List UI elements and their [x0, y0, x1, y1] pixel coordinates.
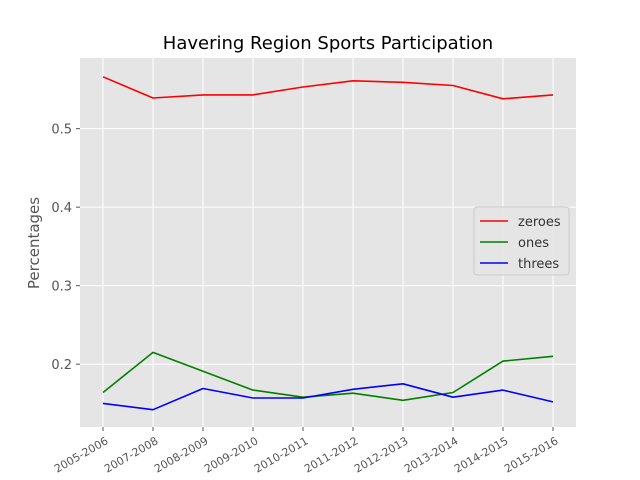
legend-label-threes: threes [518, 257, 559, 272]
y-axis-ticks: 0.2 0.3 0.4 0.5 [51, 123, 80, 373]
y-tick-label: 0.4 [51, 201, 72, 216]
legend-box [473, 206, 570, 276]
series-line-threes [102, 382, 554, 411]
series-lines [102, 76, 554, 411]
legend-label-ones: ones [518, 236, 549, 251]
y-axis-label: Percentages [25, 197, 43, 289]
grid-lines [80, 58, 576, 427]
legend: zeroes ones threes [473, 206, 570, 276]
series-line-ones [102, 351, 554, 402]
series-line-zeroes [102, 76, 554, 100]
chart-title: Havering Region Sports Participation [163, 33, 493, 54]
y-tick-label: 0.5 [51, 123, 72, 138]
y-tick-label: 0.3 [51, 280, 72, 295]
y-tick-label: 0.2 [51, 358, 72, 373]
legend-label-zeroes: zeroes [518, 215, 561, 230]
